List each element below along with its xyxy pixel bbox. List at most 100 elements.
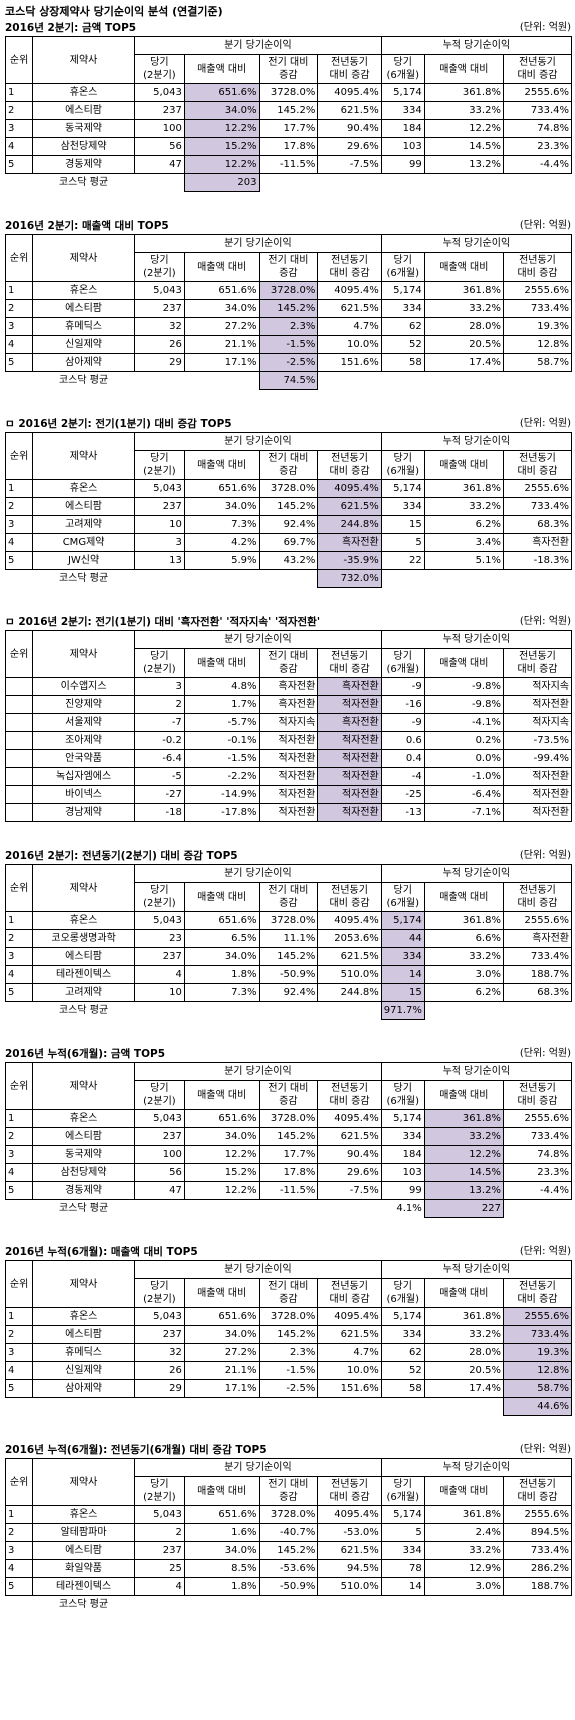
header-yoy-change: 전년동기 대비 증감 [317, 882, 382, 912]
value-cell: 5,043 [134, 281, 185, 300]
value-cell: 361.8% [423, 281, 504, 300]
header-line: 대비 증감 [517, 268, 558, 279]
section-spacer [5, 1218, 571, 1238]
average-row: 코스닥 평균 4.1% 227 [6, 1199, 572, 1218]
header-row: 순위 제약사 분기 당기순이익 누적 당기순이익 [4, 1260, 573, 1308]
header-yoy-change: 전년동기 대비 증감 [317, 648, 382, 678]
header-line: (6개월) [386, 70, 420, 81]
header-line: 전년동기 [331, 453, 368, 464]
section: 2016년 2분기: 매출액 대비 TOP5 (단위: 억원) 순위 제약사 분기 당기… [4, 212, 573, 410]
value-cell: 29 [134, 1379, 185, 1398]
value-cell: 2053.6% [317, 929, 382, 948]
company-cell: 에스티팜 [32, 1541, 136, 1560]
value-cell: -11.5% [258, 155, 319, 174]
unit-label: (단위: 억원) [519, 1246, 571, 1257]
header-line: 전년동기 [331, 885, 368, 896]
rank-cell: 5 [4, 1577, 34, 1596]
table-row: 4 신일제약 26 21.1% -1.5% 10.0% 52 20.5% 12.8% [4, 1361, 573, 1380]
rank-cell: 3 [4, 1343, 34, 1362]
value-cell: 23 [134, 929, 185, 948]
average-empty [259, 1200, 318, 1218]
value-cell: -2.2% [183, 767, 260, 786]
average-empty [259, 1002, 318, 1020]
value-cell: 21.1% [183, 1361, 260, 1380]
value-cell: 적자전환 [317, 767, 382, 786]
header-cumul-group: 누적 당기순이익 [380, 864, 573, 883]
header-cum-current: 당기 (6개월) [380, 1278, 425, 1308]
unit-label: (단위: 억원) [519, 22, 571, 33]
average-empty [318, 372, 381, 390]
value-cell: 13.2% [423, 1181, 504, 1200]
company-cell: CMG제약 [32, 533, 136, 552]
table-row: 이수앱지스 3 4.8% 흑자전환 흑자전환 -9 -9.8% 적자지속 [4, 677, 573, 696]
header-cum-yoy-change: 전년동기 대비 증감 [502, 54, 573, 84]
company-cell: JW신약 [32, 551, 136, 570]
value-cell: 5,043 [134, 479, 185, 498]
value-cell: 3728.0% [258, 281, 319, 300]
section-title: 2016년 2분기: 전년동기(2분기) 대비 증감 TOP5 [5, 850, 238, 862]
value-cell: -14.9% [183, 785, 260, 804]
value-cell: -6.4% [423, 785, 504, 804]
value-cell: 5,174 [380, 479, 425, 498]
header-line: 전년동기 [519, 1479, 556, 1490]
header-cum-current: 당기 (6개월) [380, 252, 425, 282]
header-line: 당기 [150, 57, 169, 68]
table-row: 2 에스티팜 237 34.0% 145.2% 621.5% 334 33.2% 733.4% [4, 299, 573, 318]
company-cell: 동국제약 [32, 1145, 136, 1164]
table-row: 3 휴메딕스 32 27.2% 2.3% 4.7% 62 28.0% 19.3% [4, 1343, 573, 1362]
value-cell: 94.5% [317, 1559, 382, 1578]
value-cell: 흑자전환 [258, 677, 319, 696]
value-cell: 361.8% [423, 1505, 504, 1524]
unit-label: (단위: 억원) [519, 1048, 571, 1059]
header-prev-q-change: 전기 대비 증감 [258, 1080, 319, 1110]
value-cell: 12.2% [183, 119, 260, 138]
header-line: 당기 [393, 885, 412, 896]
section: ㅁ 2016년 2분기: 전기(1분기) 대비 '흑자전환' '적자지속' '적… [4, 608, 573, 842]
value-cell: 621.5% [317, 101, 382, 120]
data-table: 순위 제약사 분기 당기순이익 누적 당기순이익 당기 (2분기) 매출액 대비 전기 대비 증… [4, 630, 573, 822]
value-cell: -11.5% [258, 1181, 319, 1200]
value-cell: 적자전환 [317, 749, 382, 768]
section-header: 2016년 누적(6개월): 금액 TOP5 (단위: 억원) [5, 1040, 571, 1062]
company-cell: 휴온스 [32, 83, 136, 102]
value-cell: 22 [380, 551, 425, 570]
value-cell: -9.8% [423, 677, 504, 696]
value-cell: 100 [134, 119, 185, 138]
document-title: 코스닥 상장제약사 당기순이익 분석 (연결기준) [5, 5, 223, 18]
value-cell: 32 [134, 1343, 185, 1362]
company-cell: 에스티팜 [32, 299, 136, 318]
table-row: 4 CMG제약 3 4.2% 69.7% 흑자전환 5 3.4% 흑자전환 [4, 533, 573, 552]
header-line: 전년동기 [331, 255, 368, 266]
value-cell: 7.3% [183, 983, 260, 1002]
value-cell: 733.4% [502, 1541, 573, 1560]
header-company: 제약사 [32, 36, 136, 84]
header-line: 전년동기 [519, 453, 556, 464]
value-cell: 11.1% [258, 929, 319, 948]
sections-container: 2016년 2분기: 금액 TOP5 (단위: 억원) 순위 제약사 분기 당기순이익 누… [4, 20, 573, 1614]
average-empty [424, 372, 503, 390]
rank-cell: 2 [4, 1127, 34, 1146]
table-row: 4 신일제약 26 21.1% -1.5% 10.0% 52 20.5% 12.8% [4, 335, 573, 354]
average-empty [318, 174, 381, 192]
value-cell: 적자전환 [258, 731, 319, 750]
value-cell: 733.4% [502, 299, 573, 318]
value-cell: 188.7% [502, 1577, 573, 1596]
header-sales-ratio: 매출액 대비 [183, 648, 260, 678]
value-cell: 5,043 [134, 1307, 185, 1326]
value-cell: 733.4% [502, 101, 573, 120]
header-line: (6개월) [386, 268, 420, 279]
average-row: 코스닥 평균 [6, 1596, 572, 1614]
value-cell: 5,174 [380, 1109, 425, 1128]
header-line: (2분기) [143, 1492, 176, 1503]
company-cell: 이수앱지스 [32, 677, 136, 696]
value-cell: 13 [134, 551, 185, 570]
company-cell: 에스티팜 [32, 947, 136, 966]
company-cell: 녹십자엠에스 [32, 767, 136, 786]
value-cell: 145.2% [258, 947, 319, 966]
value-cell: 적자전환 [317, 731, 382, 750]
company-cell: 에스티팜 [32, 101, 136, 120]
value-cell: 100 [134, 1145, 185, 1164]
table-row: 5 삼아제약 29 17.1% -2.5% 151.6% 58 17.4% 58.7% [4, 353, 573, 372]
value-cell: 적자전환 [258, 785, 319, 804]
value-cell: 334 [380, 1127, 425, 1146]
